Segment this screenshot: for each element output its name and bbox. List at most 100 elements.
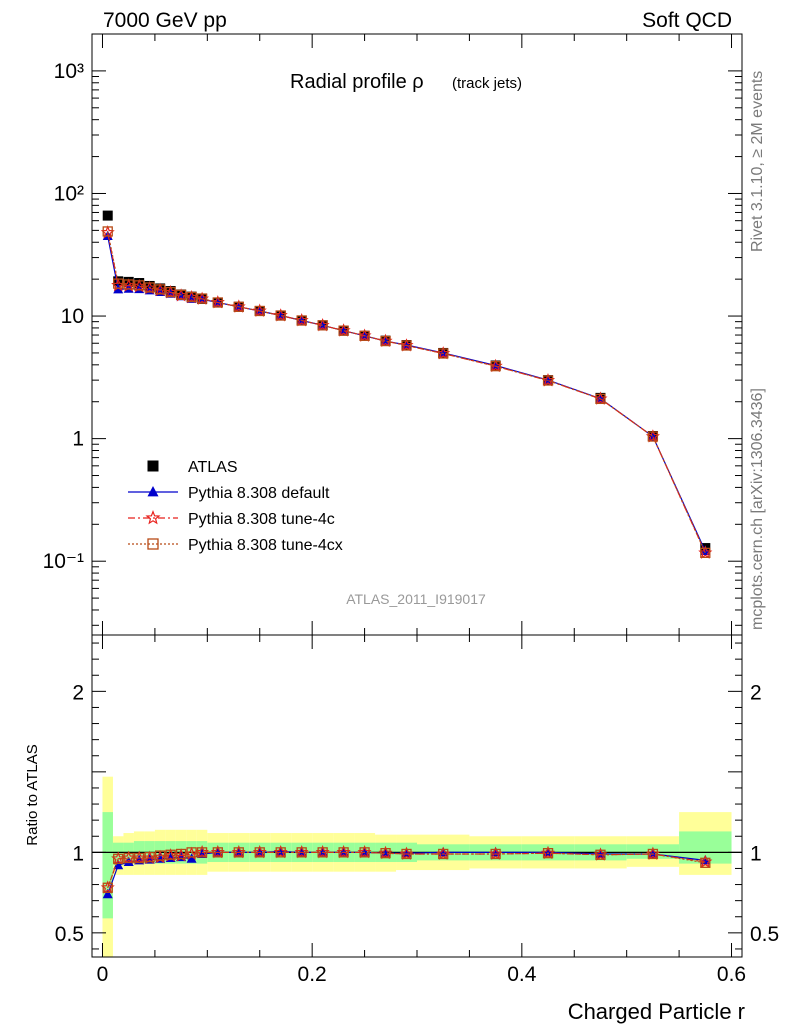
main-series-3-point-9 [196,293,208,304]
ratio-series-0-point-2 [123,856,134,867]
main-series-3-point-8 [186,291,197,303]
ratio-series-2-point-16 [338,847,349,858]
ratio-series-2-point-15 [317,847,328,858]
main-series-3-point-22 [542,375,554,386]
main-series-3-point-16 [338,325,349,336]
main-series-3-point-18 [380,335,391,347]
main-series-3-point-7 [175,289,187,300]
main-series-1-line [107,235,706,552]
main-series-3-point-25 [700,547,711,558]
x-tick-label: 0.2 [298,963,327,986]
chart-title: Radial profile ρ [290,71,424,93]
ratio-series-2-point-5 [154,850,166,861]
ratio-series-2-point-18 [380,848,391,859]
ratio-series-2-point-0 [102,882,113,893]
ratio-frame [91,634,743,958]
legend-entry-0: ATLAS [188,459,238,476]
ratio-series-2-point-14 [296,847,307,858]
y-tick-label: 10⁻¹ [43,550,84,573]
ratio-y-tick-label: 0.5 [55,923,84,946]
main-series-0-point-1 [113,276,124,287]
y-tick-label: 10 [61,305,84,328]
mcplots-reference-label: mcplots.cern.ch [arXiv:1306.3436] [749,388,766,630]
main-series-0-point-0 [102,210,113,221]
ratio-series-0-point-1 [113,859,124,870]
y-tick-label: 10³ [54,60,84,83]
x-axis-label: Charged Particle r [568,999,745,1024]
legend-entry-1: Pythia 8.308 default [188,485,330,502]
ratio-series-2-point-20 [438,848,449,860]
main-series-1-point-25 [700,545,711,556]
main-series-3-point-13 [275,310,286,321]
main-series-3-point-20 [438,348,449,359]
main-series-3-point-11 [233,301,244,312]
legend: ATLAS Pythia 8.308 default Pythia 8.308 tu… [128,459,343,554]
y-tick-label: 1 [72,428,84,451]
ratio-series-2-point-17 [359,847,370,858]
ratio-series-2-point-8 [186,847,197,858]
ratio-series-2-point-10 [212,847,223,858]
main-series-3-point-2 [123,279,134,290]
ratio-series-2-point-3 [134,852,145,864]
main-series-3-point-6 [165,286,176,298]
ratio-series-2 [102,847,711,893]
main-series-3-point-5 [154,284,166,295]
ratio-series-2-point-19 [401,848,412,860]
ratio-series-2-line [107,851,706,889]
ratio-series-0-point-0 [102,888,113,899]
legend-marker-2 [145,510,161,525]
ratio-series-2-point-9 [196,847,208,858]
ratio-series-2-point-6 [165,849,176,860]
header-right-label: Soft QCD [642,9,732,32]
main-series-3-point-10 [212,297,223,308]
ratio-series-2-point-12 [254,847,265,858]
series-1 [102,230,711,556]
main-series-3-point-24 [647,431,659,442]
main-series-3-point-0 [102,226,113,237]
chart-subtitle: (track jets) [452,75,522,92]
ratio-y-tick-label: 1 [72,842,84,865]
ratio-y-axis-label: Ratio to ATLAS [24,744,41,845]
rivet-version-label: Rivet 3.1.10, ≥ 2M events [749,70,766,252]
ratio-series-2-point-24 [647,848,659,860]
legend-marker-3 [147,538,159,550]
main-series-2-line [107,232,706,554]
legend-marker-1 [147,485,159,497]
watermark: ATLAS_2011_I919017 [346,591,486,607]
main-series-3-point-21 [490,361,501,372]
main-series-3-point-17 [359,330,370,341]
series-3 [102,226,711,558]
main-series-0-point-2 [123,276,134,287]
ratio-series-2-point-11 [233,847,244,858]
ratio-y-tick-label-right: 0.5 [750,923,779,946]
y-tick-label: 10² [54,182,84,205]
ratio-series-2-point-22 [542,848,554,859]
uncertainty-band-inner [102,812,113,919]
main-series-3-point-19 [401,340,412,351]
ratio-series-2-point-4 [144,852,155,863]
ratio-y-tick-label: 2 [72,681,84,704]
ratio-y-tick-label-right: 2 [750,681,762,704]
ratio-y-tick-label-right: 1 [750,842,762,865]
main-series-3-point-23 [595,393,606,405]
x-tick-label: 0 [97,963,109,986]
main-series-3-point-1 [113,278,124,289]
main-series-3-point-3 [134,280,145,291]
x-tick-label: 0.4 [507,963,537,986]
ratio-series-2-point-7 [175,848,187,860]
ratio-series-2-point-13 [275,847,286,858]
ratio-series-1-line [107,851,706,889]
main-series-3-line [107,231,706,554]
main-series-0-point-3 [134,278,145,289]
main-series-3-point-12 [254,305,265,317]
ratio-series-2-point-2 [123,852,134,864]
legend-marker-0 [147,460,159,472]
x-tick-label: 0.6 [717,963,746,986]
ratio-series-2-point-25 [700,857,711,868]
main-series-3-point-15 [317,320,328,331]
ratio-series-0-point-8 [186,853,197,863]
series-2 [100,225,713,559]
legend-entry-2: Pythia 8.308 tune-4c [188,511,335,528]
ratio-series-2-point-1 [113,853,124,864]
